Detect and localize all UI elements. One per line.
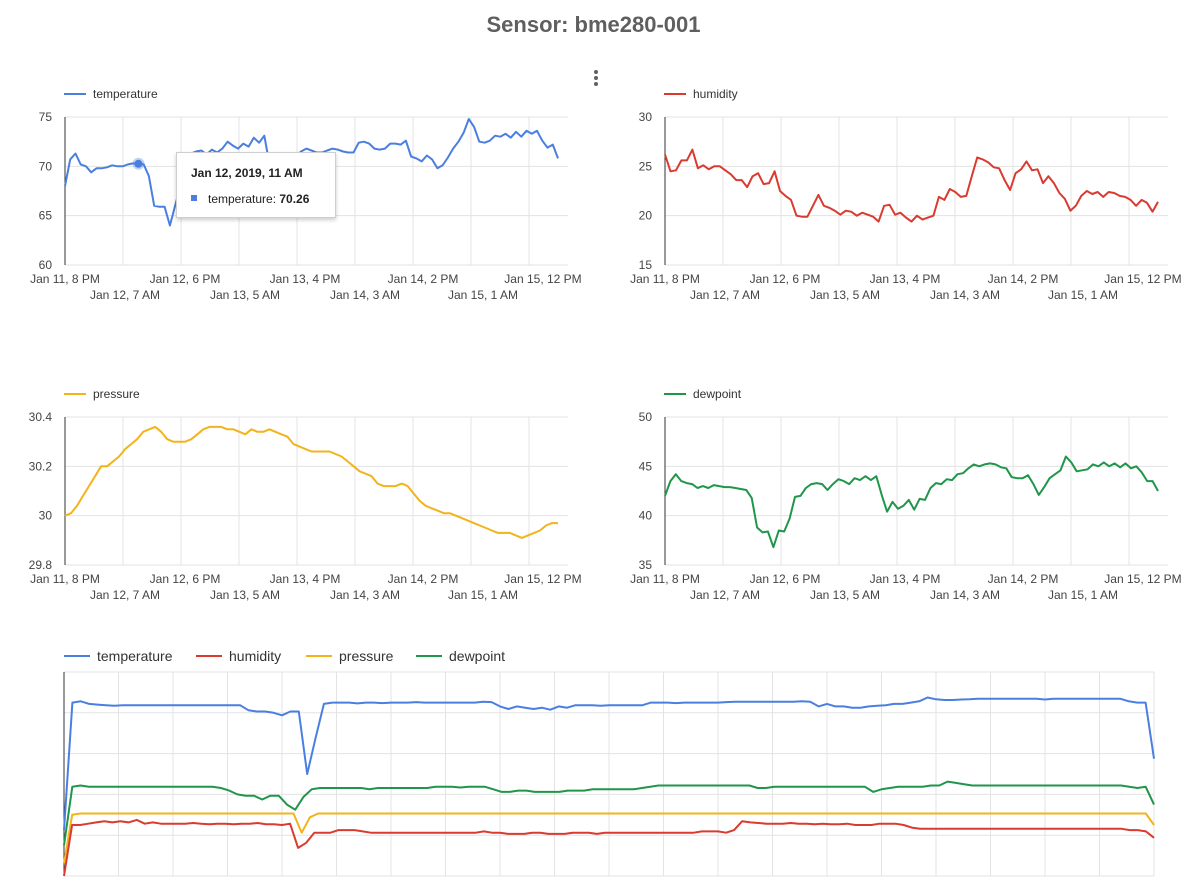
x-tick-label: Jan 14, 3 AM bbox=[330, 288, 400, 302]
x-tick-label: Jan 15, 1 AM bbox=[1048, 288, 1118, 302]
series-line-temperature bbox=[64, 118, 559, 227]
series-line-humidity bbox=[664, 148, 1159, 223]
x-tick-label: Jan 12, 7 AM bbox=[690, 288, 760, 302]
x-tick-label: Jan 12, 7 AM bbox=[90, 288, 160, 302]
x-tick-label: Jan 14, 2 PM bbox=[388, 272, 459, 286]
humidity-chart: humidity 30 25 20 15 Jan 11, 8 PM Jan 12, 6 PM… bbox=[600, 80, 1187, 310]
x-tick-label: Jan 12, 7 AM bbox=[90, 588, 160, 602]
x-tick-label: Jan 15, 12 PM bbox=[504, 572, 581, 586]
x-tick-label: Jan 15, 12 PM bbox=[1104, 272, 1181, 286]
x-tick-label: Jan 12, 6 PM bbox=[750, 272, 821, 286]
y-tick-label: 35 bbox=[639, 558, 653, 572]
hover-point bbox=[134, 159, 143, 168]
x-tick-label: Jan 14, 3 AM bbox=[930, 288, 1000, 302]
tooltip-swatch bbox=[191, 195, 197, 201]
y-tick-label: 75 bbox=[39, 110, 53, 124]
x-tick-label: Jan 15, 12 PM bbox=[1104, 572, 1181, 586]
x-tick-label: Jan 12, 6 PM bbox=[150, 572, 221, 586]
x-tick-label: Jan 13, 4 PM bbox=[870, 572, 941, 586]
y-tick-label: 30 bbox=[639, 110, 653, 124]
x-tick-label: Jan 12, 6 PM bbox=[750, 572, 821, 586]
tooltip-value: 70.26 bbox=[279, 192, 310, 206]
y-tick-label: 29.8 bbox=[29, 558, 53, 572]
x-tick-label: Jan 14, 2 PM bbox=[388, 572, 459, 586]
x-tick-label: Jan 15, 1 AM bbox=[448, 288, 518, 302]
x-tick-label: Jan 12, 6 PM bbox=[150, 272, 221, 286]
x-tick-label: Jan 13, 5 AM bbox=[810, 288, 880, 302]
y-tick-label: 25 bbox=[639, 159, 653, 173]
y-tick-label: 40 bbox=[639, 509, 653, 523]
x-tick-label: Jan 14, 3 AM bbox=[330, 588, 400, 602]
legend-label-temperature: temperature bbox=[93, 87, 158, 101]
y-tick-label: 15 bbox=[639, 258, 653, 272]
y-tick-label: 30.2 bbox=[29, 459, 53, 473]
tooltip-title: Jan 12, 2019, 11 AM bbox=[191, 166, 303, 180]
dewpoint-chart: dewpoint 50 45 40 35 Jan 11, 8 PM Jan 12, 6 PM… bbox=[600, 380, 1187, 610]
legend-label-humidity: humidity bbox=[229, 648, 281, 664]
x-tick-label: Jan 13, 4 PM bbox=[270, 272, 341, 286]
legend-label-dewpoint: dewpoint bbox=[449, 648, 505, 664]
x-tick-label: Jan 11, 8 PM bbox=[30, 272, 100, 286]
pressure-chart: pressure 30.4 30.2 30 29.8 Jan 11, 8 PM Jan 12… bbox=[0, 380, 590, 610]
x-tick-label: Jan 15, 12 PM bbox=[504, 272, 581, 286]
chart-tooltip: Jan 12, 2019, 11 AM temperature: 70.26 bbox=[176, 152, 336, 218]
series-line-temperature bbox=[63, 696, 1155, 831]
legend-label-pressure: pressure bbox=[93, 387, 140, 401]
legend-label-dewpoint: dewpoint bbox=[693, 387, 742, 401]
series-line-pressure bbox=[63, 812, 1155, 864]
x-tick-label: Jan 11, 8 PM bbox=[30, 572, 100, 586]
x-tick-label: Jan 15, 1 AM bbox=[1048, 588, 1118, 602]
combined-chart: temperature humidity pressure dewpoint bbox=[0, 640, 1187, 889]
series-line-dewpoint bbox=[63, 780, 1155, 846]
x-tick-label: Jan 13, 5 AM bbox=[810, 588, 880, 602]
y-tick-label: 20 bbox=[639, 209, 653, 223]
more-vert-icon[interactable] bbox=[588, 68, 604, 88]
legend-label-humidity: humidity bbox=[693, 87, 738, 101]
legend-label-temperature: temperature bbox=[97, 648, 173, 664]
x-tick-label: Jan 15, 1 AM bbox=[448, 588, 518, 602]
x-tick-label: Jan 13, 5 AM bbox=[210, 588, 280, 602]
tooltip-row: temperature: 70.26 bbox=[208, 192, 310, 206]
x-tick-label: Jan 13, 4 PM bbox=[270, 572, 341, 586]
y-tick-label: 30.4 bbox=[29, 410, 53, 424]
x-tick-label: Jan 14, 2 PM bbox=[988, 572, 1059, 586]
tooltip-series: temperature bbox=[208, 192, 273, 206]
series-line-dewpoint bbox=[664, 455, 1159, 549]
legend-label-pressure: pressure bbox=[339, 648, 394, 664]
x-tick-label: Jan 14, 3 AM bbox=[930, 588, 1000, 602]
x-tick-label: Jan 12, 7 AM bbox=[690, 588, 760, 602]
y-tick-label: 60 bbox=[39, 258, 53, 272]
page-title: Sensor: bme280-001 bbox=[486, 12, 701, 37]
chart-svg: temperature humidity pressure dewpoint bbox=[63, 648, 1155, 877]
y-tick-label: 45 bbox=[639, 459, 653, 473]
series-line-pressure bbox=[64, 425, 558, 539]
x-tick-label: Jan 14, 2 PM bbox=[988, 272, 1059, 286]
y-tick-label: 50 bbox=[639, 410, 653, 424]
x-tick-label: Jan 11, 8 PM bbox=[630, 572, 700, 586]
series-line-humidity bbox=[63, 818, 1155, 877]
x-tick-label: Jan 11, 8 PM bbox=[630, 272, 700, 286]
x-tick-label: Jan 13, 4 PM bbox=[870, 272, 941, 286]
y-tick-label: 70 bbox=[39, 159, 53, 173]
y-tick-label: 65 bbox=[39, 209, 53, 223]
y-tick-label: 30 bbox=[39, 509, 53, 523]
x-tick-label: Jan 13, 5 AM bbox=[210, 288, 280, 302]
